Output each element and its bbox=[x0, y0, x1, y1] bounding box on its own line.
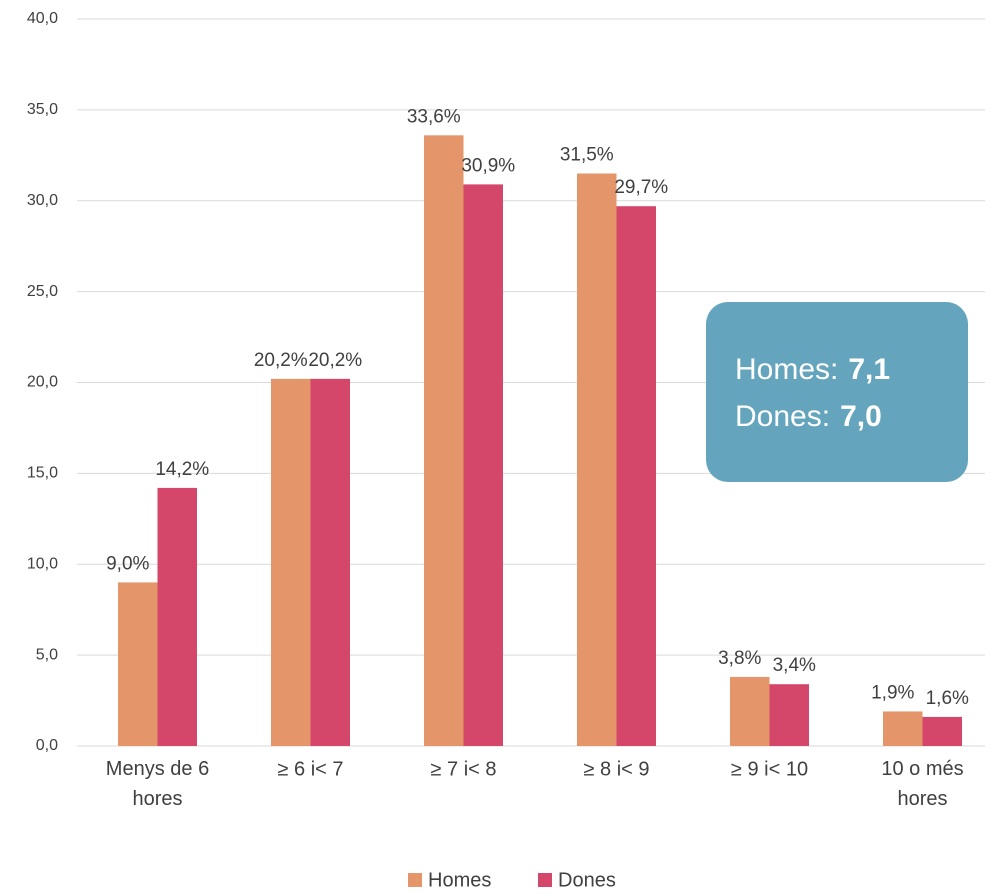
x-tick-label-line: Menys de 6 bbox=[106, 758, 209, 780]
y-tick-label: 35,0 bbox=[27, 101, 58, 118]
x-tick-label-line: hores bbox=[132, 788, 182, 810]
data-label: 3,8% bbox=[718, 648, 761, 669]
x-tick-label: 10 o més hores bbox=[881, 758, 963, 810]
bar bbox=[730, 676, 770, 746]
x-tick-label: ≥ 9 i< 10 bbox=[731, 758, 808, 780]
y-tick-label: 25,0 bbox=[27, 283, 58, 300]
bar bbox=[118, 582, 158, 746]
y-tick-label: 0,0 bbox=[36, 737, 58, 754]
bar bbox=[424, 135, 464, 746]
y-tick-label: 30,0 bbox=[27, 192, 58, 209]
x-tick-label: Menys de 6 hores bbox=[106, 758, 209, 810]
data-label: 9,0% bbox=[106, 553, 149, 574]
y-tick-label: 15,0 bbox=[27, 465, 58, 482]
data-label: 3,4% bbox=[773, 655, 816, 676]
data-label: 30,9% bbox=[461, 155, 515, 176]
data-label: 1,6% bbox=[926, 688, 969, 709]
data-label: 31,5% bbox=[560, 145, 614, 166]
y-tick-label: 40,0 bbox=[27, 10, 58, 27]
bar bbox=[769, 684, 809, 746]
annotation-box bbox=[706, 302, 968, 482]
bar bbox=[463, 184, 503, 746]
x-tick-label-line: 10 o més bbox=[881, 758, 963, 780]
bar bbox=[310, 378, 350, 746]
x-tick-label: ≥ 8 i< 9 bbox=[583, 758, 649, 780]
y-tick-label: 10,0 bbox=[27, 555, 58, 572]
data-label: 14,2% bbox=[155, 459, 209, 480]
data-label: 1,9% bbox=[871, 682, 914, 703]
y-tick-label: 5,0 bbox=[36, 646, 58, 663]
data-label: 20,2% bbox=[308, 350, 362, 371]
bar bbox=[577, 173, 617, 747]
data-label: 33,6% bbox=[407, 106, 461, 127]
legend-label: Homes bbox=[428, 869, 491, 891]
annotation-label: Homes: bbox=[735, 353, 838, 386]
data-label: 29,7% bbox=[614, 177, 668, 198]
bar bbox=[922, 716, 962, 746]
legend-swatch bbox=[408, 873, 422, 887]
annotation-text: Homes: 7,1 bbox=[735, 353, 890, 386]
annotation-value: 7,0 bbox=[840, 400, 882, 433]
y-tick-label: 20,0 bbox=[27, 374, 58, 391]
x-tick-label-line: hores bbox=[897, 788, 947, 810]
data-label: 20,2% bbox=[254, 350, 308, 371]
bar bbox=[157, 487, 197, 746]
x-tick-label: ≥ 7 i< 8 bbox=[430, 758, 496, 780]
x-tick-label: ≥ 6 i< 7 bbox=[277, 758, 343, 780]
annotation-value: 7,1 bbox=[848, 353, 890, 386]
legend-label: Dones bbox=[558, 869, 616, 891]
bar bbox=[271, 378, 311, 746]
legend-swatch bbox=[538, 873, 552, 887]
bar bbox=[616, 206, 656, 746]
bar bbox=[883, 711, 923, 746]
annotation-label: Dones: bbox=[735, 400, 830, 433]
annotation-text: Dones: 7,0 bbox=[735, 400, 882, 433]
